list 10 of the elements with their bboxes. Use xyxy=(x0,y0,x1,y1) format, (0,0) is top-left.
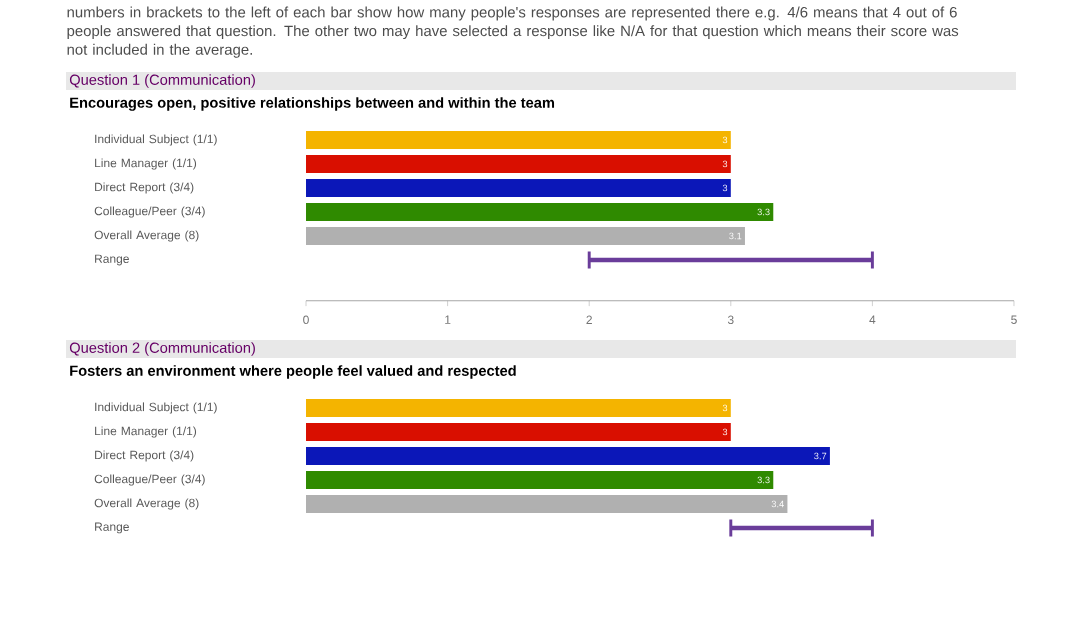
bar xyxy=(306,470,774,489)
bar xyxy=(306,202,774,221)
bar xyxy=(306,494,788,513)
bar xyxy=(306,398,731,417)
bar xyxy=(306,154,731,173)
bar xyxy=(306,226,745,245)
bar xyxy=(306,131,731,149)
bar xyxy=(306,178,731,197)
bar xyxy=(306,422,731,441)
bar xyxy=(306,446,830,465)
